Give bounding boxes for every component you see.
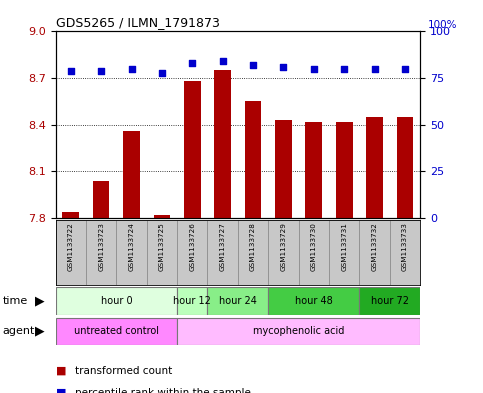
Bar [208, 287, 268, 315]
Bar [208, 220, 238, 285]
Bar [238, 220, 268, 285]
Bar [177, 318, 420, 345]
Text: GSM1133726: GSM1133726 [189, 222, 195, 271]
Bar [336, 122, 353, 218]
Bar [147, 220, 177, 285]
Text: GSM1133725: GSM1133725 [159, 222, 165, 271]
Point [341, 66, 348, 72]
Point [219, 58, 227, 64]
Text: ▶: ▶ [35, 294, 45, 308]
Bar [359, 220, 390, 285]
Text: GSM1133732: GSM1133732 [371, 222, 378, 271]
Bar [123, 131, 140, 218]
Text: hour 72: hour 72 [371, 296, 409, 306]
Text: GSM1133724: GSM1133724 [128, 222, 135, 271]
Bar [268, 287, 359, 315]
Text: hour 48: hour 48 [295, 296, 333, 306]
Bar [390, 220, 420, 285]
Bar [245, 101, 261, 218]
Bar [359, 287, 420, 315]
Point [128, 66, 135, 72]
Bar [305, 122, 322, 218]
Text: agent: agent [2, 326, 35, 336]
Text: mycophenolic acid: mycophenolic acid [253, 326, 344, 336]
Point [67, 68, 74, 74]
Bar [154, 215, 170, 218]
Text: GSM1133723: GSM1133723 [98, 222, 104, 271]
Bar [56, 220, 86, 285]
Bar [268, 220, 298, 285]
Bar [184, 81, 200, 218]
Text: GDS5265 / ILMN_1791873: GDS5265 / ILMN_1791873 [56, 16, 219, 29]
Text: untreated control: untreated control [74, 326, 159, 336]
Bar [56, 287, 177, 315]
Bar [298, 220, 329, 285]
Bar [177, 287, 208, 315]
Point [188, 60, 196, 66]
Text: ▶: ▶ [35, 325, 45, 338]
Bar [275, 120, 292, 218]
Bar [214, 70, 231, 218]
Text: GSM1133729: GSM1133729 [281, 222, 286, 271]
Text: 100%: 100% [427, 20, 457, 29]
Bar [116, 220, 147, 285]
Point [249, 62, 257, 68]
Text: GSM1133727: GSM1133727 [220, 222, 226, 271]
Bar [329, 220, 359, 285]
Bar [62, 212, 79, 218]
Point [310, 66, 318, 72]
Text: time: time [2, 296, 28, 306]
Bar [56, 318, 177, 345]
Text: GSM1133733: GSM1133733 [402, 222, 408, 271]
Bar [177, 220, 208, 285]
Bar [93, 181, 110, 218]
Point [158, 69, 166, 75]
Text: hour 0: hour 0 [100, 296, 132, 306]
Point [97, 68, 105, 74]
Point [371, 66, 379, 72]
Point [280, 64, 287, 70]
Text: ■: ■ [56, 366, 66, 376]
Text: GSM1133722: GSM1133722 [68, 222, 74, 271]
Text: percentile rank within the sample: percentile rank within the sample [75, 387, 251, 393]
Text: ■: ■ [56, 387, 66, 393]
Text: hour 12: hour 12 [173, 296, 211, 306]
Text: hour 24: hour 24 [219, 296, 257, 306]
Text: GSM1133730: GSM1133730 [311, 222, 317, 271]
Bar [86, 220, 116, 285]
Bar [366, 117, 383, 218]
Bar [397, 117, 413, 218]
Text: transformed count: transformed count [75, 366, 172, 376]
Point [401, 66, 409, 72]
Text: GSM1133731: GSM1133731 [341, 222, 347, 271]
Text: GSM1133728: GSM1133728 [250, 222, 256, 271]
